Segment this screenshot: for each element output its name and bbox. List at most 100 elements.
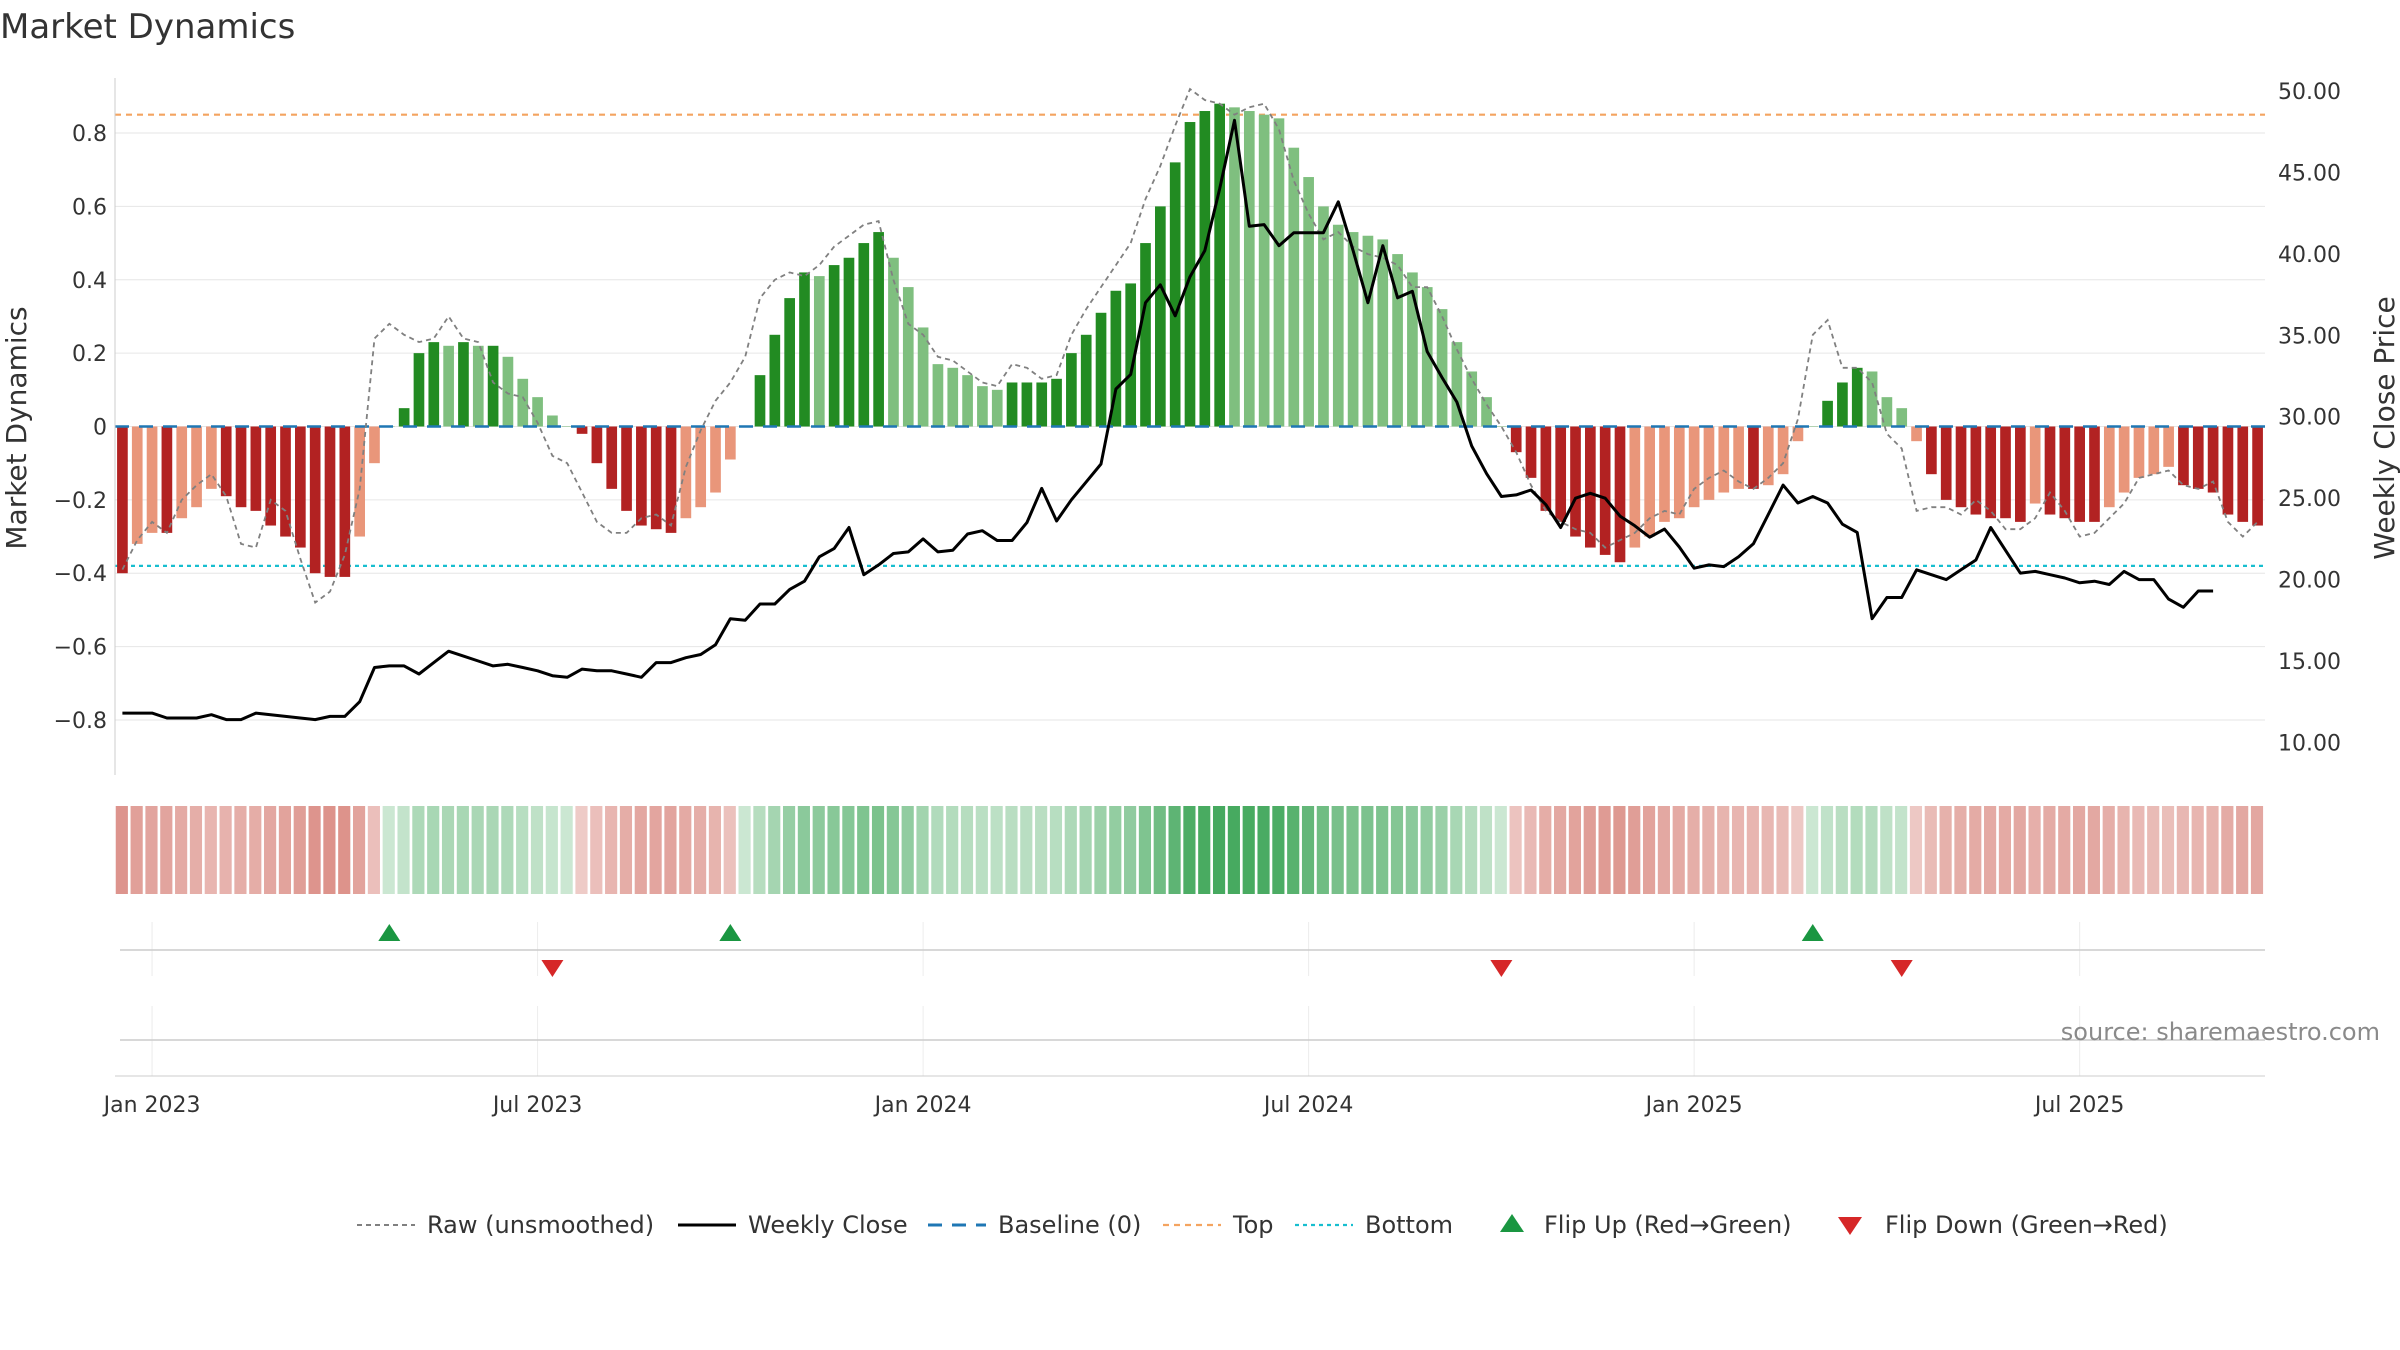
heat-cell: [605, 806, 618, 894]
right-axis-label: Weekly Close Price: [2368, 296, 2400, 559]
dynamics-bar: [1140, 243, 1151, 427]
heat-cell: [560, 806, 573, 894]
heat-cell: [397, 806, 410, 894]
dynamics-bar: [1451, 342, 1463, 427]
chart-legend: Raw (unsmoothed) Weekly Close Baseline (0)…: [357, 1211, 2168, 1239]
dynamics-bar: [324, 426, 336, 577]
legend-flip_up-swatch: [1500, 1214, 1524, 1232]
weekly-close-line: [122, 118, 2214, 722]
dynamics-bar: [443, 345, 454, 427]
right-tick-label: 15.00: [2278, 650, 2341, 675]
dynamics-bar: [769, 334, 781, 427]
heat-cell: [575, 806, 588, 894]
heat-cell: [234, 806, 247, 894]
dynamics-bar: [472, 345, 484, 427]
dynamics-bar: [754, 375, 766, 427]
heat-cell: [901, 806, 914, 894]
right-tick-label: 35.00: [2278, 324, 2341, 349]
x-tick-label: Jan 2025: [1644, 1093, 1743, 1118]
dynamics-bar: [2237, 426, 2249, 522]
heat-cell: [812, 806, 825, 894]
dynamics-bar: [2089, 426, 2100, 522]
dynamics-bar: [1703, 426, 1715, 500]
heat-cell: [2221, 806, 2234, 894]
heat-cell: [204, 806, 217, 894]
dynamics-bar: [858, 243, 870, 427]
heat-cell: [412, 806, 425, 894]
dynamics-bar: [784, 298, 795, 427]
heat-cell: [323, 806, 336, 894]
heat-cell: [2072, 806, 2086, 894]
dynamics-bar: [1570, 426, 1581, 537]
dynamics-bar: [220, 426, 232, 497]
heat-cell: [1568, 806, 1582, 894]
flip-up-marker: [1801, 924, 1824, 941]
dynamics-bar: [502, 356, 514, 427]
heat-cell: [441, 806, 455, 894]
dynamics-bar: [636, 426, 647, 526]
dynamics-bar: [1673, 426, 1685, 519]
heat-cell: [782, 806, 796, 894]
dynamics-bar: [665, 426, 677, 533]
flip-down-marker: [1490, 960, 1513, 977]
dynamics-bar: [1599, 426, 1611, 555]
heat-cell: [1539, 806, 1552, 894]
heat-cell: [1924, 806, 1937, 894]
heat-cell: [1465, 806, 1478, 894]
dynamics-bar: [532, 397, 543, 427]
left-axis-label: Market Dynamics: [0, 306, 33, 549]
dynamics-bar: [902, 287, 914, 427]
dynamics-bar: [2192, 426, 2204, 489]
dynamics-bar: [2015, 426, 2026, 522]
dynamics-bar: [1881, 397, 1893, 427]
heat-cell: [1820, 806, 1834, 894]
heat-cell: [1049, 806, 1063, 894]
heat-cell: [1405, 806, 1418, 894]
heat-cell: [797, 806, 810, 894]
heat-cell: [1598, 806, 1611, 894]
heat-cell: [145, 806, 158, 894]
dynamics-bar: [1095, 312, 1107, 427]
dynamics-bar: [309, 426, 321, 574]
right-axis: 50.00 45.00 40.00 35.00 30.00 25.00 20.00 15.00…: [2278, 80, 2341, 756]
dynamics-bar: [813, 276, 825, 427]
heat-cell: [1731, 806, 1745, 894]
dynamics-bar: [2133, 426, 2145, 478]
heat-cell: [1064, 806, 1077, 894]
left-axis: 0.8 0.6 0.4 0.2 0 −0.2 −0.4 −0.6 −0.8: [54, 78, 116, 775]
dynamics-bar: [991, 389, 1003, 427]
legend-flip_up-label: Flip Up (Red→Green): [1544, 1211, 1792, 1239]
x-tick-label: Jan 2023: [102, 1093, 201, 1118]
legend-bottom-label: Bottom: [1365, 1211, 1453, 1239]
dynamics-bar: [1585, 426, 1596, 548]
dynamics-bar: [1169, 162, 1181, 427]
heat-cell: [2013, 806, 2026, 894]
dynamics-bar: [977, 386, 988, 427]
dynamics-bar: [2178, 426, 2189, 486]
heat-cell: [2043, 806, 2056, 894]
heat-cell: [1717, 806, 1730, 894]
heat-cell: [619, 806, 633, 894]
dynamics-bar: [191, 426, 202, 508]
dynamics-bar: [2074, 426, 2085, 522]
heat-cell: [857, 806, 870, 894]
heat-cell: [2250, 806, 2264, 894]
dynamics-bar: [1362, 235, 1374, 427]
heat-cell: [1642, 806, 1656, 894]
heat-cell: [1094, 806, 1107, 894]
heat-cell: [1331, 806, 1344, 894]
heat-cell: [1776, 806, 1789, 894]
dynamics-bar: [1555, 426, 1567, 522]
heat-cell: [1005, 806, 1018, 894]
left-tick-label: −0.6: [54, 636, 107, 661]
heat-cell: [1984, 806, 1997, 894]
right-tick-label: 25.00: [2278, 487, 2341, 512]
bottom-panel: [120, 1006, 2265, 1076]
left-tick-label: 0.2: [72, 342, 107, 367]
heat-cell: [590, 806, 603, 894]
dynamics-bar: [1303, 177, 1314, 427]
heat-cell: [1035, 806, 1048, 894]
heat-cell: [1494, 806, 1507, 894]
heat-cell: [352, 806, 366, 894]
dynamics-bar: [1970, 426, 1982, 515]
